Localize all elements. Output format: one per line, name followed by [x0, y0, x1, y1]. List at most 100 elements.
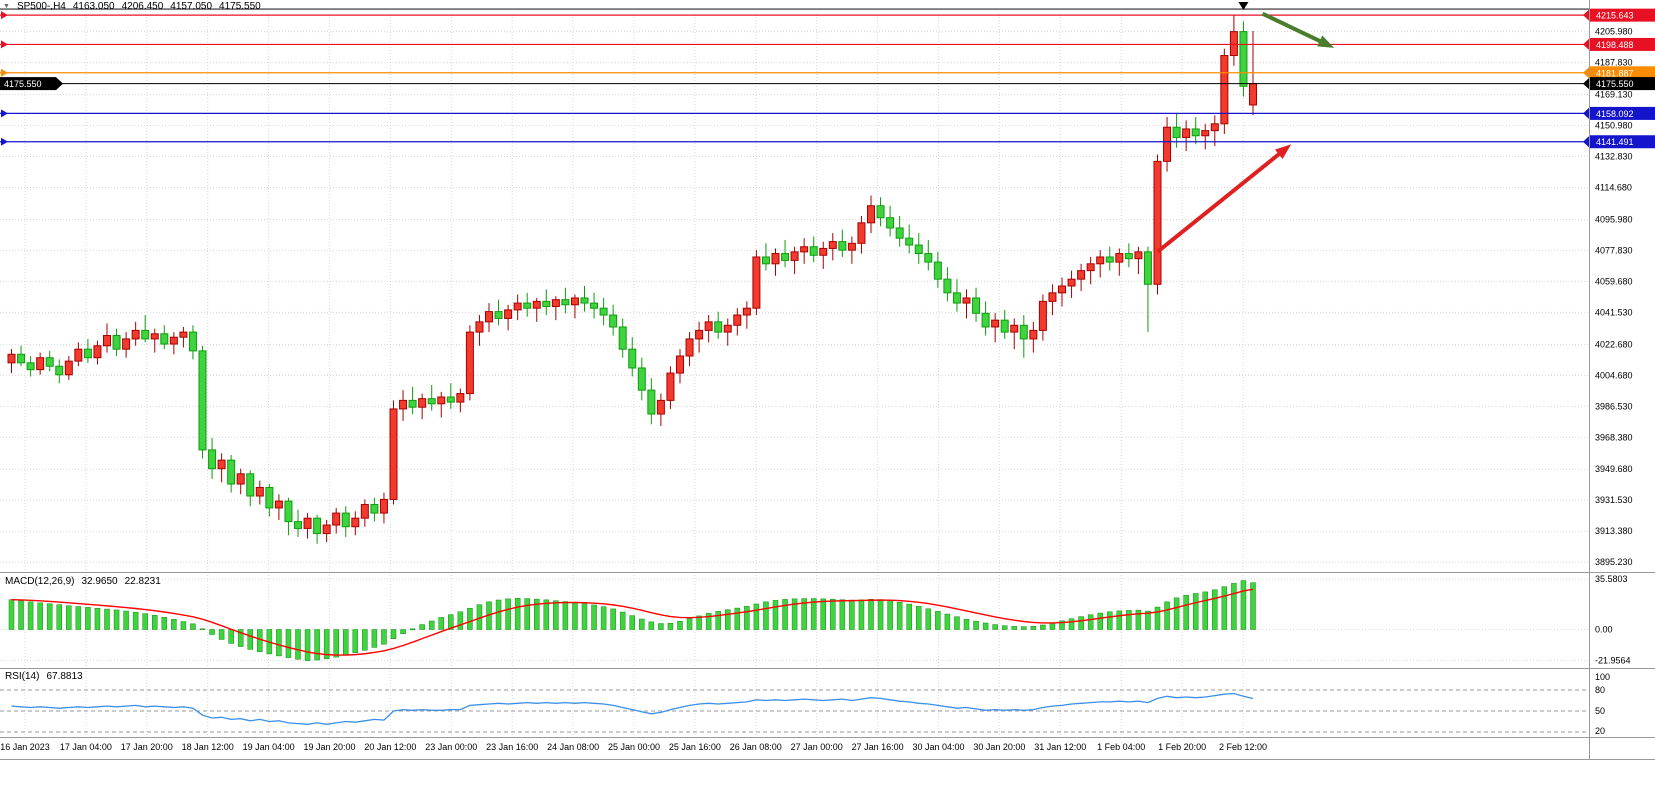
macd-bar: [400, 629, 406, 635]
candle-body: [236, 473, 245, 485]
bearish-projection-arrow[interactable]: [1261, 11, 1335, 48]
time-axis-label: 17 Jan 20:00: [121, 742, 173, 752]
macd-bar: [495, 599, 502, 630]
macd-bar: [1087, 614, 1094, 630]
price-badge: 4215.643: [1583, 8, 1655, 22]
macd-bar: [66, 605, 72, 630]
candle-body: [26, 362, 35, 371]
macd-bar: [352, 629, 359, 654]
candle-body: [551, 299, 560, 307]
time-axis-label: 20 Jan 12:00: [364, 742, 416, 752]
symbol-dropdown-icon[interactable]: ▼: [3, 3, 10, 10]
candle-body: [628, 348, 637, 369]
macd-bar: [534, 598, 540, 630]
macd-bar: [304, 629, 311, 661]
macd-bar: [218, 629, 225, 640]
macd-bar: [1059, 620, 1065, 630]
macd-bar: [161, 617, 168, 630]
time-axis-label: 23 Jan 16:00: [486, 742, 538, 752]
candle-body: [55, 365, 64, 376]
macd-bar: [142, 613, 148, 630]
candle-body: [427, 398, 436, 405]
time-axis-label: 19 Jan 04:00: [243, 742, 295, 752]
candle-body: [666, 372, 675, 401]
candle-body: [513, 302, 522, 311]
macd-bar: [696, 615, 702, 630]
macd-bar: [830, 599, 836, 630]
time-axis-label: 16 Jan 2023: [0, 742, 50, 752]
macd-bar: [705, 613, 712, 630]
rsi-axis-label: 50: [1595, 706, 1605, 716]
candle-body: [160, 333, 169, 345]
candle-body: [360, 504, 369, 519]
candle-body: [1058, 285, 1066, 294]
candle-body: [886, 217, 895, 229]
candle-body: [389, 408, 398, 500]
macd-bar: [715, 611, 721, 630]
price-badge: 4198.488: [1583, 37, 1655, 51]
candle-body: [1029, 329, 1038, 340]
macd-bar: [581, 603, 588, 630]
time-axis-label: 23 Jan 00:00: [425, 742, 477, 752]
time-axis-label: 1 Feb 04:00: [1097, 742, 1145, 752]
candle-body: [742, 307, 751, 316]
candle-body: [83, 348, 92, 359]
macd-bar: [1145, 610, 1151, 630]
macd-bar: [963, 618, 970, 630]
price-line-left-marker: [1, 11, 8, 20]
candle-body: [771, 253, 780, 265]
macd-bar: [791, 598, 798, 630]
candle-body: [761, 256, 770, 265]
macd-bar: [505, 598, 511, 630]
time-axis-label: 26 Jan 08:00: [730, 742, 782, 752]
price-axis-label: 3913.380: [1595, 526, 1633, 536]
candle-body: [332, 512, 341, 526]
candle-body: [790, 251, 799, 261]
macd-bar: [27, 601, 34, 630]
candle-body: [1191, 128, 1200, 137]
macd-bar: [1212, 589, 1218, 630]
candle-body: [169, 336, 178, 345]
macd-bar: [744, 606, 750, 630]
macd-bar: [228, 629, 234, 644]
price-line-left-marker: [1, 137, 8, 146]
candle-body: [351, 517, 360, 528]
macd-bar: [257, 629, 263, 652]
bullish-trend-arrow[interactable]: [1156, 144, 1292, 254]
macd-bar: [46, 603, 53, 630]
candle-body: [1134, 251, 1143, 260]
macd-bar: [190, 623, 196, 630]
candle-body: [1249, 83, 1257, 106]
candle-body: [504, 309, 513, 319]
price-axis-label: 4150.980: [1595, 121, 1633, 131]
candle-body: [465, 331, 474, 395]
price-axis-label: 4059.680: [1595, 276, 1633, 286]
candle-body: [828, 241, 837, 249]
price-axis-label: 4187.830: [1595, 58, 1633, 68]
candle-body: [905, 237, 914, 246]
candle-body: [1010, 324, 1019, 333]
price-axis-label: 4205.980: [1595, 27, 1633, 37]
macd-bar: [199, 628, 206, 631]
candle-body: [943, 278, 952, 294]
macd-bar: [992, 624, 998, 630]
candle-body: [17, 353, 26, 364]
candle-body: [122, 338, 131, 350]
macd-bar: [1250, 582, 1256, 630]
price-line-left-marker: [1, 40, 8, 49]
candle-body: [74, 348, 83, 362]
candle-body: [570, 297, 579, 306]
price-axis-label: 3895.230: [1595, 557, 1633, 567]
macd-bar: [171, 619, 177, 630]
price-badge: 4181.887: [1583, 66, 1655, 80]
macd-bar: [428, 620, 435, 630]
macd-bar: [438, 617, 444, 630]
macd-bar: [1202, 591, 1208, 630]
macd-bar: [1192, 593, 1199, 630]
macd-bar: [935, 611, 941, 630]
candle-body: [1124, 253, 1133, 260]
candle-body: [1048, 292, 1057, 302]
candle-body: [1229, 31, 1238, 57]
candle-body: [227, 459, 236, 485]
